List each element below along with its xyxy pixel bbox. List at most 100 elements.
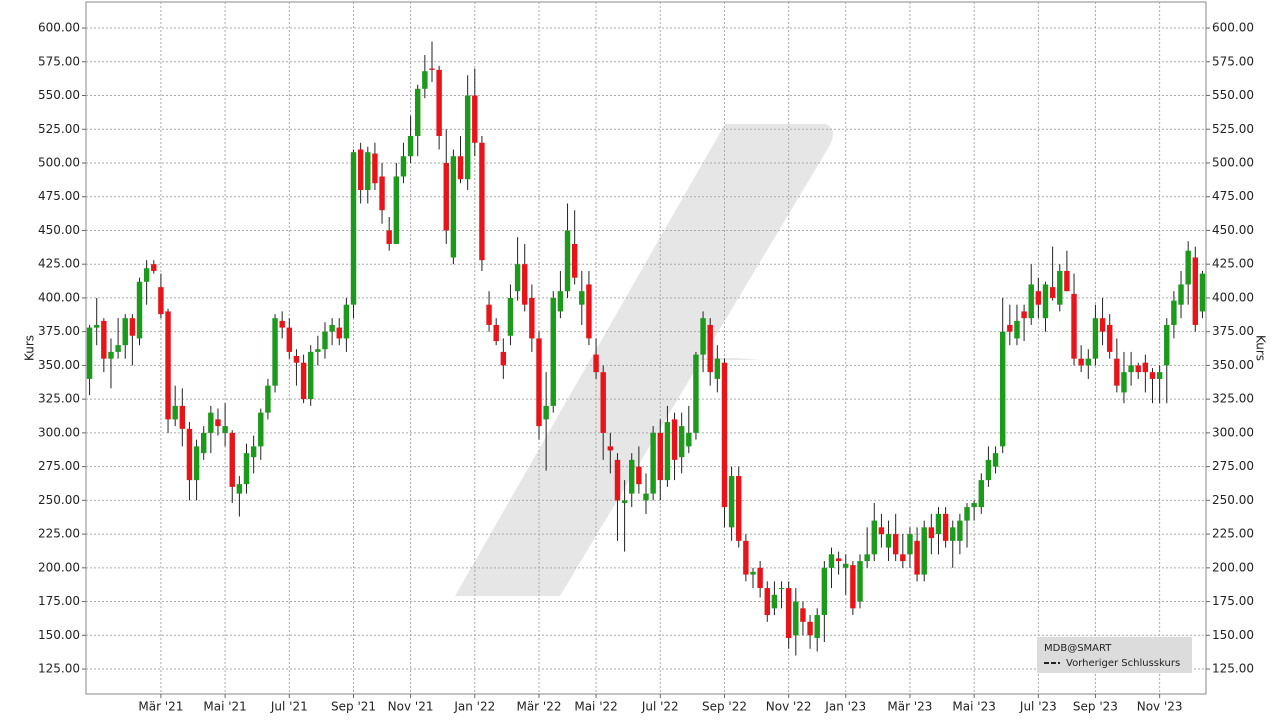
candle-body bbox=[308, 351, 314, 400]
candle-body bbox=[179, 405, 186, 429]
candle-body bbox=[1114, 358, 1120, 386]
candle-body bbox=[108, 351, 114, 359]
candle-body bbox=[286, 327, 293, 352]
candle-body bbox=[828, 554, 835, 568]
candle-body bbox=[393, 176, 400, 244]
x-tick-label: Jul '23 bbox=[1019, 700, 1057, 714]
candle-body bbox=[671, 419, 678, 460]
candle-body bbox=[778, 588, 785, 590]
candle-body bbox=[664, 422, 671, 481]
y-tick-label: 525.00 bbox=[38, 122, 80, 136]
candle-body bbox=[450, 156, 457, 258]
candle-body bbox=[550, 297, 556, 406]
candle-body bbox=[900, 554, 906, 562]
y2-tick-label: 550.00 bbox=[1212, 88, 1254, 102]
candle-body bbox=[1106, 324, 1113, 352]
y-tick-label: 250.00 bbox=[38, 493, 80, 507]
candle-body bbox=[1142, 362, 1149, 373]
y2-tick-label: 600.00 bbox=[1212, 21, 1254, 35]
y2-tick-label: 350.00 bbox=[1212, 358, 1254, 372]
candle-body bbox=[1035, 291, 1042, 305]
candle-body bbox=[985, 459, 992, 481]
y-tick-label: 600.00 bbox=[38, 21, 80, 35]
candle-body bbox=[1071, 293, 1077, 359]
candle-body bbox=[243, 453, 250, 485]
candle-body bbox=[614, 459, 621, 501]
candle-body bbox=[493, 324, 499, 342]
y2-tick-label: 450.00 bbox=[1212, 223, 1254, 237]
y2-tick-label: 200.00 bbox=[1212, 560, 1254, 574]
candle-body bbox=[714, 358, 721, 379]
x-tick-label: Mai '23 bbox=[952, 700, 995, 714]
candle-body bbox=[529, 297, 535, 339]
x-tick-label: Sep '23 bbox=[1073, 700, 1118, 714]
x-tick-label: Jul '21 bbox=[270, 700, 308, 714]
candle-body bbox=[686, 432, 692, 447]
candle-body bbox=[86, 327, 93, 379]
y2-axis-label: Kurs bbox=[1254, 335, 1268, 361]
candle-body bbox=[186, 428, 193, 481]
candle-body bbox=[407, 136, 414, 157]
candle-body bbox=[1149, 372, 1156, 379]
candle-body bbox=[472, 95, 478, 143]
candle-body bbox=[507, 297, 514, 336]
candle-body bbox=[914, 540, 920, 575]
candle-body bbox=[743, 540, 749, 575]
x-tick-label: Mär '21 bbox=[138, 700, 183, 714]
legend-entry: Vorheriger Schlusskurs bbox=[1066, 658, 1180, 669]
x-tick-label: Mai '21 bbox=[203, 700, 246, 714]
candle-body bbox=[172, 405, 178, 420]
y-tick-label: 450.00 bbox=[38, 223, 80, 237]
x-tick-label: Nov '21 bbox=[388, 700, 434, 714]
candle-body bbox=[707, 324, 713, 373]
y2-tick-label: 325.00 bbox=[1212, 392, 1254, 406]
x-tick-label: Mai '22 bbox=[574, 700, 617, 714]
candle-body bbox=[1078, 358, 1084, 366]
y2-tick-label: 475.00 bbox=[1212, 189, 1254, 203]
candle-body bbox=[1199, 273, 1206, 312]
candle-body bbox=[793, 601, 799, 636]
y-axis-label: Kurs bbox=[23, 335, 37, 361]
candle-body bbox=[436, 69, 442, 137]
candle-body bbox=[500, 351, 507, 366]
candle-body bbox=[464, 95, 471, 180]
y-tick-label: 475.00 bbox=[38, 189, 80, 203]
candle-body bbox=[322, 331, 328, 350]
y2-tick-label: 375.00 bbox=[1212, 324, 1254, 338]
candle-body bbox=[785, 588, 792, 638]
x-tick-label: Sep '21 bbox=[331, 700, 376, 714]
candle-body bbox=[479, 142, 485, 261]
x-tick-label: Nov '22 bbox=[766, 700, 812, 714]
candle-body bbox=[971, 503, 977, 508]
candle-body bbox=[871, 520, 877, 555]
y2-tick-label: 575.00 bbox=[1212, 54, 1254, 68]
candle-body bbox=[279, 320, 285, 328]
candle-body bbox=[978, 480, 984, 508]
candle-body bbox=[636, 466, 642, 485]
candle-body bbox=[300, 362, 307, 400]
candle-body bbox=[1007, 324, 1013, 332]
candle-body bbox=[564, 230, 571, 292]
candle-body bbox=[1185, 250, 1191, 285]
y-tick-label: 575.00 bbox=[38, 54, 80, 68]
candle-body bbox=[136, 281, 143, 339]
candle-body bbox=[315, 349, 321, 352]
candle-body bbox=[429, 68, 435, 70]
candle-body bbox=[236, 484, 243, 494]
candle-body bbox=[1049, 287, 1056, 298]
candle-body bbox=[921, 527, 927, 575]
candle-body bbox=[514, 264, 521, 292]
candle-body bbox=[165, 311, 171, 420]
y-tick-label: 325.00 bbox=[38, 392, 80, 406]
candle-body bbox=[643, 493, 649, 501]
candle-body bbox=[457, 156, 464, 180]
candle-body bbox=[1135, 365, 1141, 373]
y-tick-label: 175.00 bbox=[38, 594, 80, 608]
y2-tick-label: 425.00 bbox=[1212, 257, 1254, 271]
y2-tick-label: 300.00 bbox=[1212, 425, 1254, 439]
candle-body bbox=[422, 71, 428, 89]
candle-body bbox=[536, 338, 542, 427]
y-tick-label: 225.00 bbox=[38, 527, 80, 541]
candle-body bbox=[928, 527, 935, 539]
x-tick-label: Jan '23 bbox=[824, 700, 866, 714]
